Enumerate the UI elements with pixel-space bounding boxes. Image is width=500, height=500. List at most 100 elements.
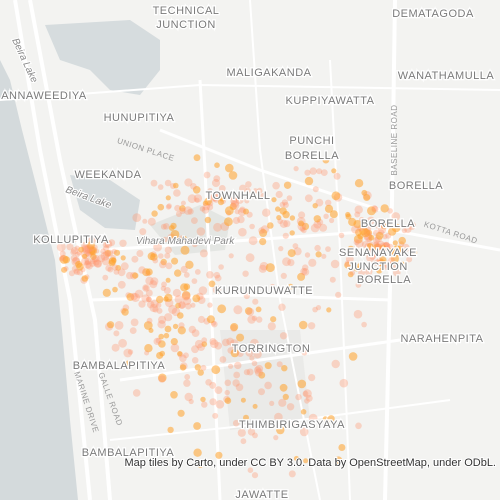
density-point — [308, 413, 318, 423]
density-point — [230, 199, 239, 208]
density-point — [410, 249, 418, 257]
density-point — [245, 253, 255, 263]
density-point — [143, 321, 153, 330]
density-point — [201, 206, 210, 214]
density-point — [191, 278, 198, 284]
density-point — [132, 213, 142, 223]
density-point — [81, 257, 90, 266]
density-point — [253, 366, 262, 374]
density-point — [351, 225, 360, 234]
density-point — [376, 267, 383, 274]
density-point — [160, 258, 167, 266]
density-point — [212, 285, 222, 295]
density-point — [380, 244, 387, 251]
density-point — [152, 306, 159, 313]
density-point — [307, 322, 316, 330]
density-point — [194, 269, 201, 275]
density-point — [273, 435, 279, 441]
density-point — [62, 256, 70, 264]
density-point — [146, 296, 152, 303]
density-points — [56, 154, 418, 479]
density-point — [229, 339, 239, 349]
density-point — [305, 394, 313, 402]
density-point — [269, 283, 276, 290]
density-point — [326, 307, 332, 313]
density-point — [304, 252, 311, 258]
density-point — [63, 266, 69, 272]
density-point — [235, 383, 244, 392]
density-point — [190, 183, 197, 190]
place-label: THIMBIRIGASYAYA — [239, 419, 345, 431]
density-point — [145, 296, 152, 303]
road — [13, 0, 92, 500]
density-point — [361, 321, 367, 328]
density-point — [334, 456, 343, 465]
density-point — [76, 250, 82, 256]
density-point — [70, 234, 79, 243]
density-point — [347, 271, 354, 278]
density-point — [145, 268, 153, 276]
density-point — [252, 403, 258, 409]
density-point — [153, 337, 161, 345]
density-point — [174, 295, 183, 304]
density-point — [270, 316, 277, 323]
density-point — [193, 194, 203, 203]
density-point — [275, 190, 283, 199]
density-point — [86, 241, 95, 250]
density-point — [381, 223, 388, 230]
density-point — [319, 223, 328, 232]
density-point — [172, 323, 179, 330]
density-point — [239, 206, 246, 213]
density-point — [344, 260, 352, 267]
density-point — [386, 221, 393, 228]
density-point — [150, 277, 159, 286]
density-point — [286, 195, 293, 201]
density-point — [71, 265, 78, 272]
density-point — [101, 256, 111, 266]
density-point — [183, 379, 191, 387]
place-label: PUNCHI — [289, 135, 334, 147]
density-point — [151, 210, 158, 217]
density-point — [255, 306, 262, 313]
density-point — [355, 239, 364, 248]
density-point — [276, 425, 285, 435]
density-point — [243, 369, 250, 376]
density-point — [112, 286, 118, 293]
density-point — [339, 378, 349, 388]
density-point — [250, 338, 259, 348]
density-point — [106, 249, 114, 257]
place-label: BAMBALAPITIYA — [73, 360, 166, 372]
density-point — [123, 348, 133, 358]
density-point — [282, 210, 290, 219]
density-point — [193, 422, 202, 430]
density-point — [226, 337, 235, 346]
density-point — [103, 245, 110, 252]
density-point — [245, 348, 254, 357]
density-point — [177, 326, 186, 335]
density-point — [247, 315, 256, 324]
density-point — [185, 302, 192, 310]
density-point — [143, 285, 149, 291]
place-label: KOLLUPITIYA — [33, 234, 109, 246]
density-point — [113, 249, 121, 256]
density-point — [279, 201, 286, 208]
place-label: WANATHAMULLA — [398, 70, 495, 82]
road — [28, 0, 112, 500]
density-point — [361, 228, 371, 238]
density-point — [269, 400, 275, 406]
road — [383, 0, 397, 500]
density-point — [108, 239, 116, 247]
density-point — [271, 197, 277, 203]
density-point — [387, 208, 393, 214]
density-point — [406, 256, 413, 263]
density-point — [163, 223, 170, 230]
road-label: BASELINE ROAD — [390, 105, 399, 176]
density-point — [84, 245, 93, 253]
attribution: Map tiles by Carto, under CC BY 3.0. Dat… — [124, 457, 496, 469]
density-point — [259, 238, 267, 246]
density-point — [70, 254, 78, 262]
density-point — [150, 299, 159, 308]
density-point — [211, 365, 221, 375]
density-point — [232, 379, 240, 387]
place-label: KURUNDUWATTE — [215, 285, 313, 297]
